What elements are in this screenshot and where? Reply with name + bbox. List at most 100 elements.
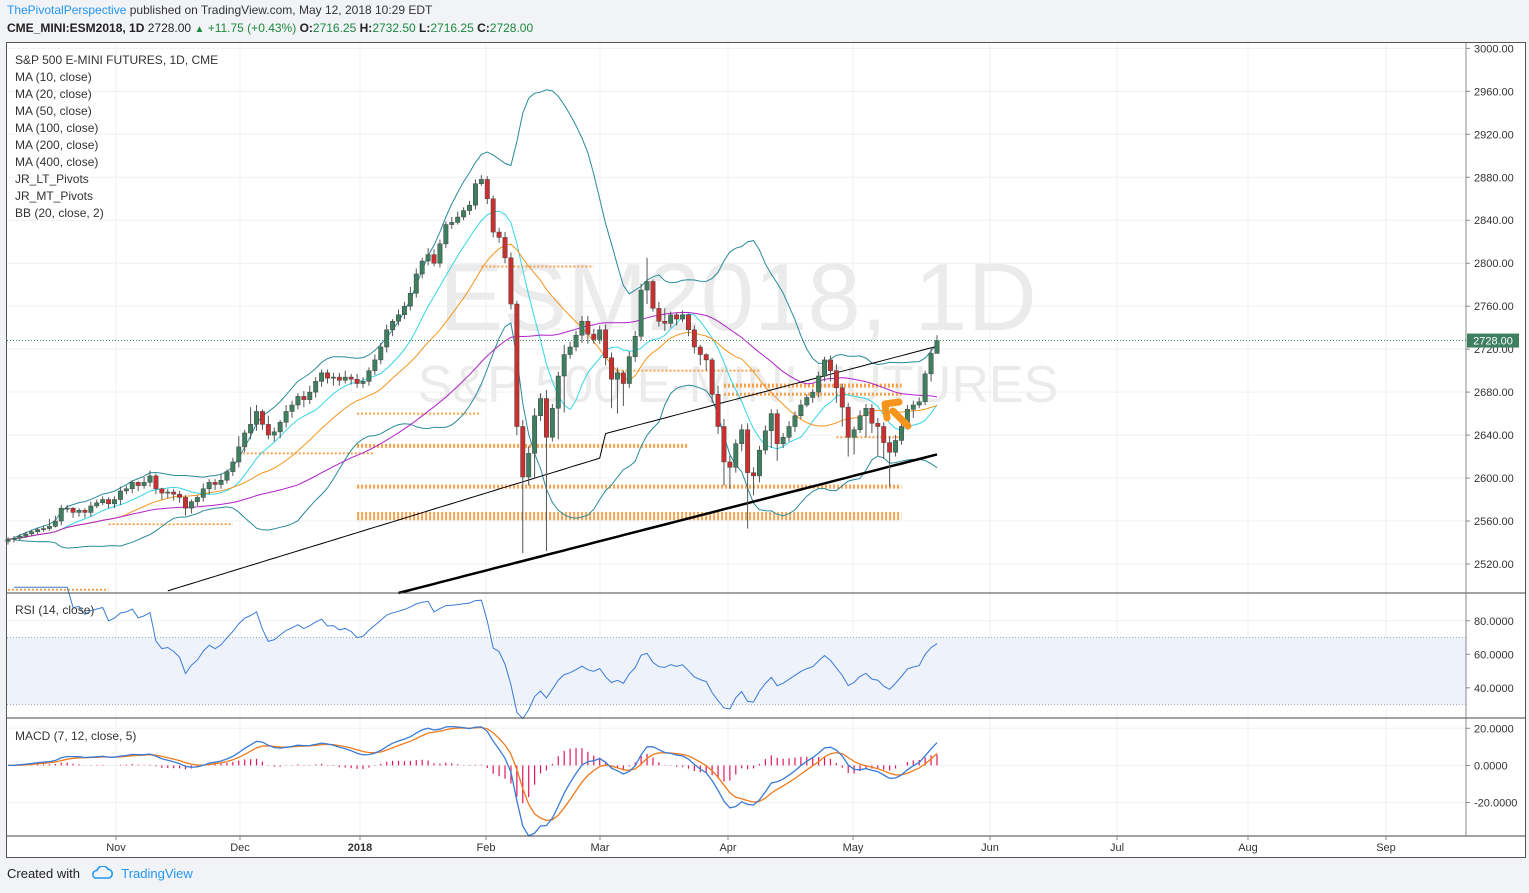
legend-ma50[interactable]: MA (50, close): [15, 104, 92, 118]
low-value: 2716.25: [430, 21, 474, 35]
legend-mt-pivots[interactable]: JR_MT_Pivots: [15, 189, 94, 203]
candle-body: [484, 179, 490, 200]
legend-ma100[interactable]: MA (100, close): [15, 121, 99, 135]
candle-body: [526, 453, 532, 478]
candle-body: [520, 426, 526, 478]
last-price: 2728.00: [147, 21, 192, 35]
candle-body: [910, 404, 916, 410]
rsi-band: [7, 637, 1466, 706]
candle-body: [112, 499, 117, 505]
candle-body: [538, 398, 543, 417]
candle-body: [928, 353, 934, 375]
candle-body: [70, 507, 76, 513]
author-link[interactable]: ThePivotalPerspective: [7, 3, 127, 17]
candle-body: [822, 359, 827, 377]
candle-body: [82, 510, 88, 513]
low-label: L:: [419, 21, 431, 35]
candle-body: [603, 329, 609, 358]
indicator-legend: S&P 500 E-MINI FUTURES, 1D, CME MA (10, …: [15, 52, 218, 222]
candle-body: [171, 491, 177, 495]
candle-body: [662, 320, 668, 324]
candle-body: [135, 482, 141, 486]
candle-body: [64, 507, 70, 510]
time-axis-label: 2018: [348, 842, 372, 854]
created-with-text: Created with: [7, 866, 80, 881]
candle-body: [739, 429, 745, 444]
candle-body: [472, 183, 478, 206]
candle-body: [5, 539, 11, 542]
candle-body: [366, 370, 372, 382]
price-axis-label: 2520.00: [1474, 559, 1514, 571]
macd-line: [7, 725, 938, 837]
rsi-title[interactable]: RSI (14, close): [15, 603, 95, 617]
candle-body: [686, 314, 691, 331]
candle-body: [644, 281, 650, 291]
candle-body: [141, 482, 147, 486]
candle-body: [780, 436, 786, 444]
candle-body: [147, 475, 153, 483]
candle-body: [360, 381, 366, 384]
candle-body: [58, 507, 64, 522]
high-value: 2732.50: [372, 21, 416, 35]
legend-lt-pivots[interactable]: JR_LT_Pivots: [15, 172, 89, 186]
legend-ma10[interactable]: MA (10, close): [15, 70, 92, 84]
time-axis-label: Apr: [719, 842, 736, 854]
candle-body: [218, 479, 224, 485]
candle-body: [295, 396, 301, 406]
chart-frame: [6, 42, 1526, 858]
candle-body: [159, 488, 165, 494]
candle-body: [354, 378, 360, 384]
tradingview-link[interactable]: TradingView: [121, 866, 193, 881]
candle-body: [810, 391, 816, 398]
candle-body: [248, 424, 254, 434]
candle-body: [443, 224, 449, 245]
publish-line: ThePivotalPerspective published on Tradi…: [7, 3, 432, 17]
time-axis-label: Aug: [1238, 842, 1258, 854]
candle-body: [857, 415, 863, 430]
candle-body: [212, 482, 218, 485]
legend-ma200[interactable]: MA (200, close): [15, 138, 99, 152]
candle-body: [342, 376, 348, 381]
price-axis-label: 2760.00: [1474, 301, 1514, 313]
candle-body: [899, 426, 904, 441]
legend-ma20[interactable]: MA (20, close): [15, 87, 92, 101]
candle-body: [774, 413, 780, 444]
candle-body: [29, 531, 35, 535]
candle-body: [76, 510, 82, 513]
candle-body: [508, 257, 514, 305]
candle-body: [863, 407, 869, 417]
bollinger-bands: [13, 89, 938, 549]
candle-body: [514, 303, 520, 427]
candle-body: [177, 493, 183, 498]
candle-body: [100, 499, 106, 504]
candle-body: [401, 305, 407, 316]
candle-body: [123, 488, 129, 492]
high-label: H:: [359, 21, 373, 35]
rsi-band-fill: [7, 637, 1466, 705]
time-axis-label: Jun: [981, 842, 999, 854]
legend-title[interactable]: S&P 500 E-MINI FUTURES, 1D, CME: [15, 53, 219, 67]
legend-ma400[interactable]: MA (400, close): [15, 155, 99, 169]
watermark: ESM2018, 1D S&P 500 E-MINI FUTURES: [418, 244, 1059, 414]
candle-body: [620, 372, 626, 384]
ma200-line: [398, 453, 938, 595]
candle-body: [330, 376, 336, 379]
candle-body: [165, 491, 171, 494]
legend-bb[interactable]: BB (20, close, 2): [15, 206, 104, 220]
candle-body: [183, 497, 188, 509]
time-axis-label: Sep: [1376, 842, 1396, 854]
candle-body: [609, 357, 614, 380]
candle-body: [792, 415, 798, 427]
ma20-line: [7, 243, 938, 540]
macd-axis-label: 0.0000: [1474, 760, 1508, 772]
candle-body: [236, 446, 242, 463]
candle-body: [271, 431, 277, 436]
candle-body: [597, 329, 603, 340]
symbol-line: CME_MINI:ESM2018, 1D 2728.00 ▲ +11.75 (+…: [7, 21, 533, 35]
candle-body: [437, 243, 443, 264]
candle-body: [449, 222, 455, 225]
candle-body: [153, 475, 159, 490]
open-value: 2716.25: [312, 21, 357, 35]
macd-title[interactable]: MACD (7, 12, close, 5): [15, 729, 137, 743]
